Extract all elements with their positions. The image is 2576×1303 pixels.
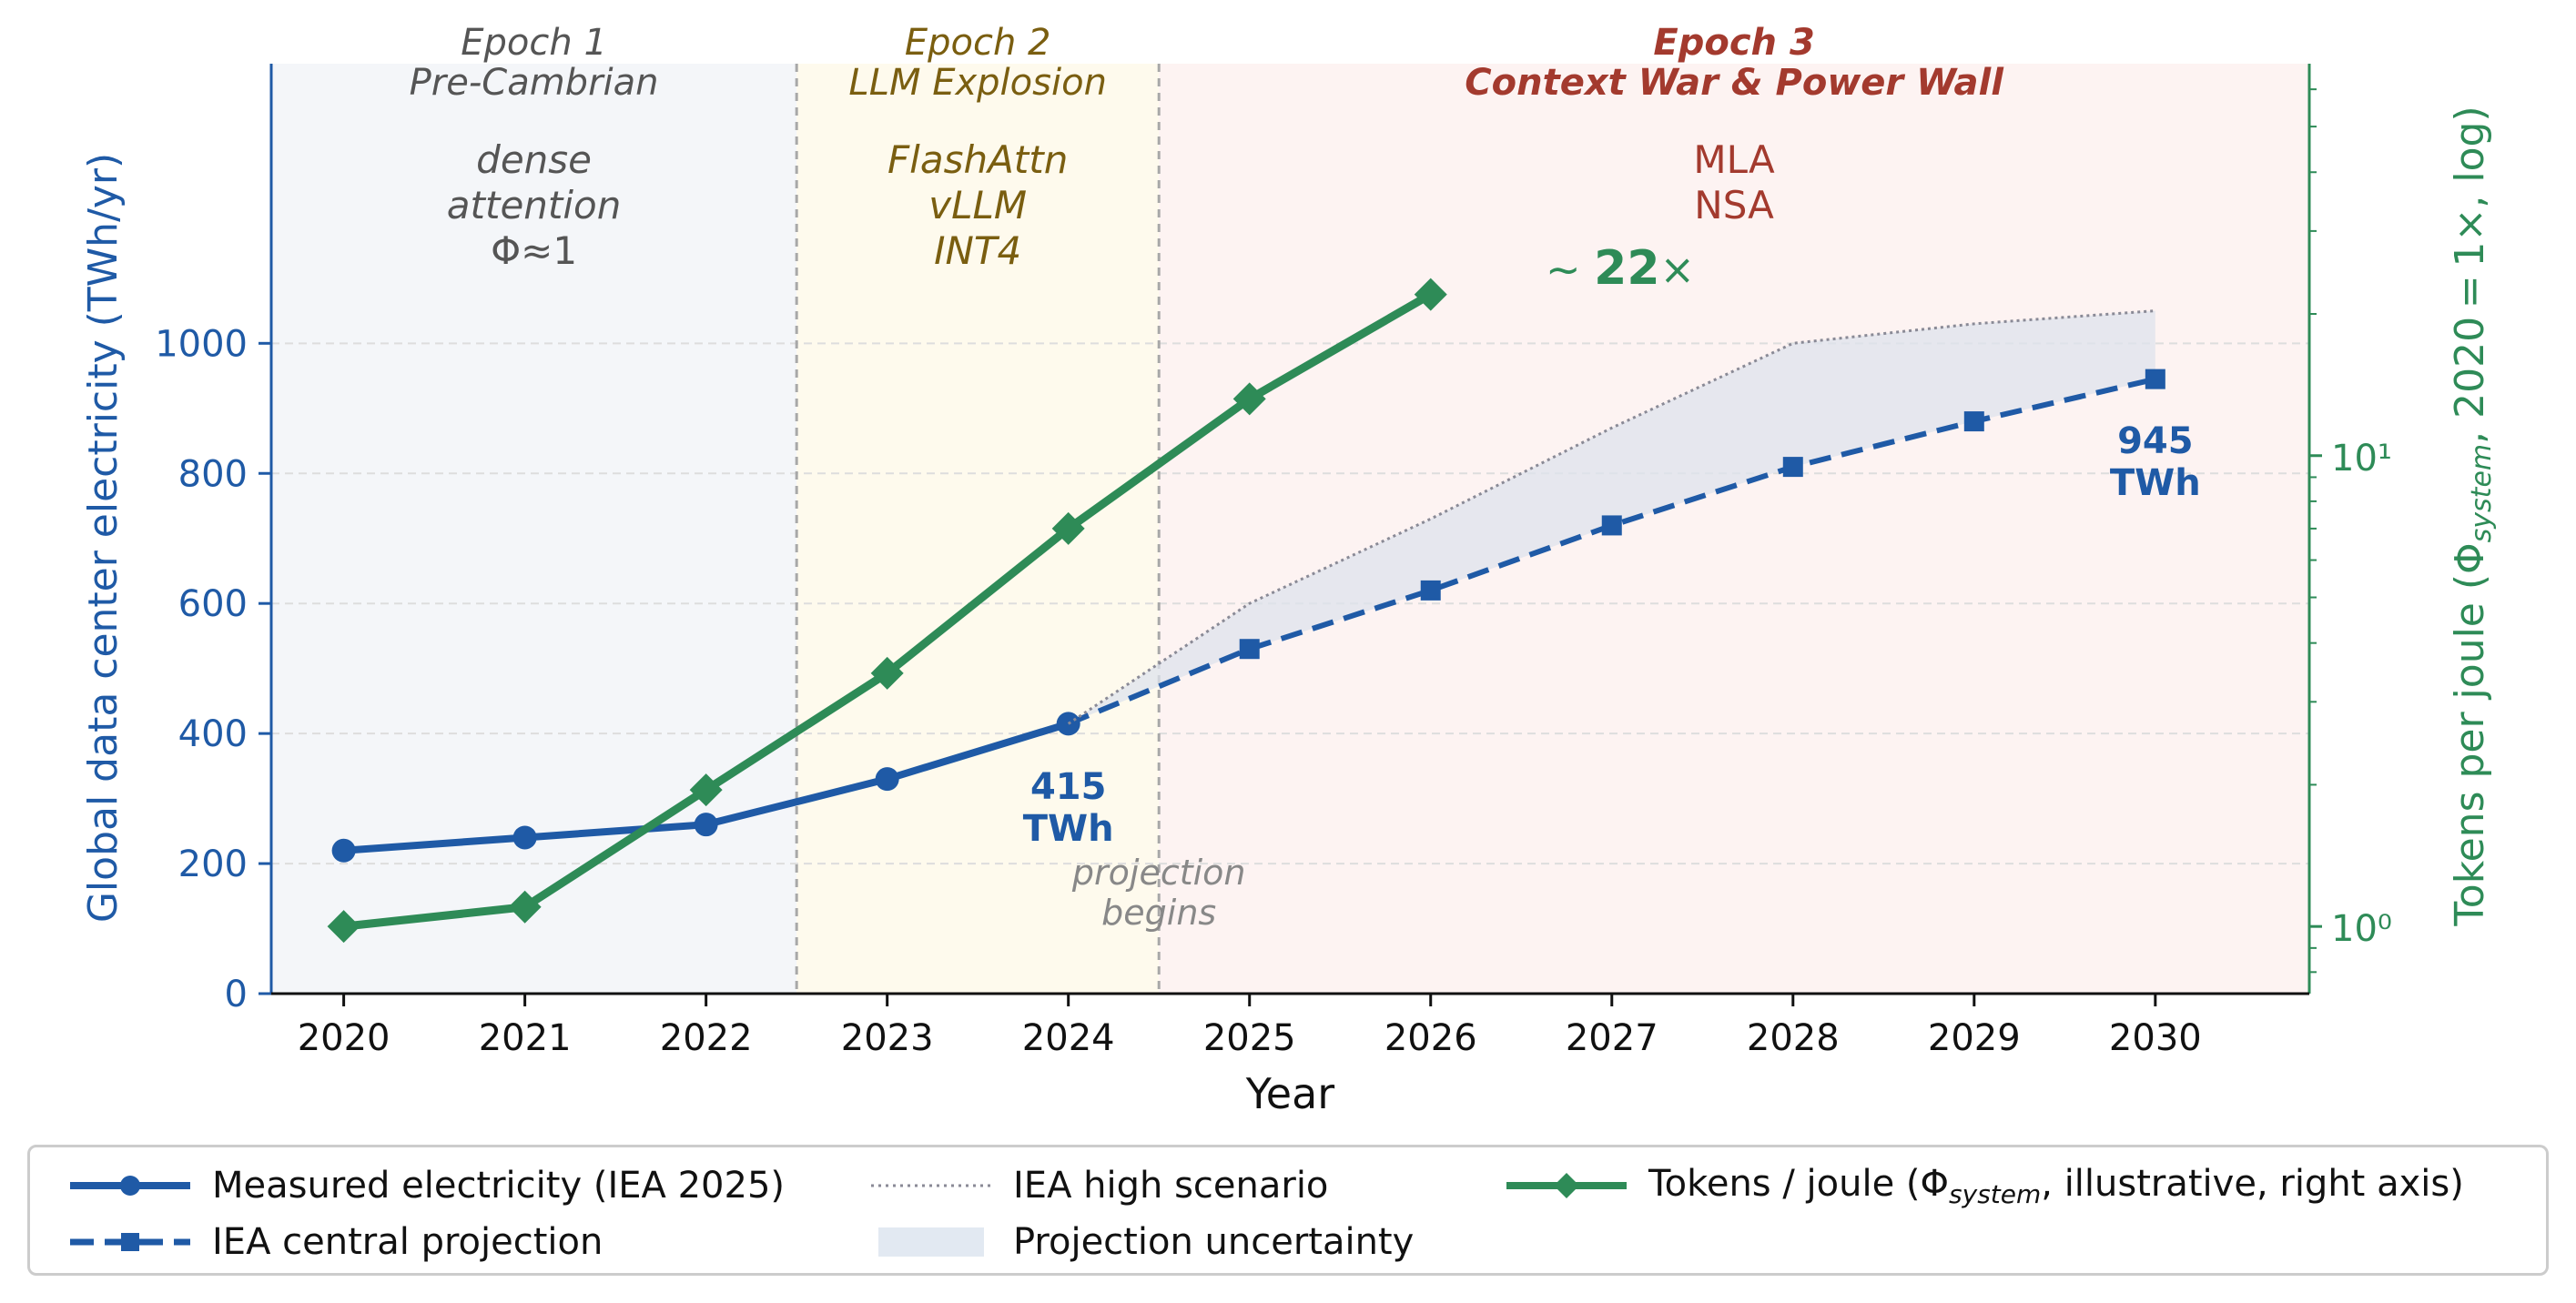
epoch-2-title: Epoch 2: [905, 22, 1051, 64]
legend-label: IEA central projection: [212, 1221, 603, 1263]
y-tick-label: 0: [225, 974, 248, 1015]
projection-point: [1239, 639, 1260, 660]
legend-label: IEA high scenario: [1013, 1165, 1329, 1207]
epoch-3-title: Context War & Power Wall: [1465, 62, 2004, 104]
y-tick-label: 1000: [155, 323, 248, 365]
legend-label: Projection uncertainty: [1013, 1221, 1415, 1263]
y2-tick-label: 10⁰: [2331, 908, 2392, 950]
tokens-point: [327, 910, 360, 944]
y-tick-label: 800: [178, 453, 248, 495]
x-tick-label: 2025: [1203, 1017, 1296, 1059]
legend: Measured electricity (IEA 2025) IEA cent…: [27, 1145, 2549, 1276]
epoch-1-technique: attention: [447, 183, 622, 227]
y2-axis-title-subscript: system: [2466, 444, 2498, 542]
epoch-2-technique: vLLM: [928, 183, 1027, 227]
end-value-label: 945: [2117, 420, 2194, 462]
multiplier-part: 22: [1594, 241, 1659, 296]
multiplier-label: ~ 22×: [1546, 241, 1695, 296]
epoch-2-band: [796, 64, 1160, 994]
legend-band-icon: [878, 1227, 984, 1257]
x-tick-label: 2030: [2109, 1017, 2202, 1059]
x-tick-label: 2026: [1384, 1017, 1477, 1059]
epoch-2-technique: FlashAttn: [887, 137, 1068, 182]
epoch-1-title: Epoch 1: [461, 22, 607, 64]
epoch-1-technique: dense: [476, 137, 592, 182]
epoch-2-title: LLM Explosion: [848, 62, 1107, 104]
y-tick-label: 400: [178, 713, 248, 755]
x-axis-title: Year: [1245, 1069, 1334, 1118]
projection-point: [1963, 411, 1984, 432]
tokens-point: [1414, 278, 1447, 311]
legend-item-central: IEA central projection: [66, 1215, 603, 1269]
y-axis-title: Global data center electricity (TWh/yr): [80, 153, 127, 923]
high-scenario-line: [1067, 309, 2155, 725]
y2-axis-title: Tokens per joule (Φsystem, 2020 = 1×, lo…: [2447, 106, 2498, 926]
legend-item-high: IEA high scenario: [867, 1158, 1328, 1213]
projection-point: [1782, 457, 1803, 478]
start-value-label: TWh: [1023, 808, 1114, 850]
epoch-1-title: Pre-Cambrian: [410, 62, 659, 104]
y2-axis-title-part: Tokens per joule (Φ: [2447, 542, 2493, 926]
x-tick-label: 2028: [1747, 1017, 1840, 1059]
projection-point: [1420, 580, 1441, 601]
tokens-point: [508, 890, 542, 924]
multiplier-part: ~: [1546, 245, 1594, 294]
legend-line-solid-icon: [70, 1176, 190, 1196]
legend-label: Tokens / joule (Φsystem, illustrative, r…: [1648, 1162, 2464, 1209]
x-tick-label: 2021: [479, 1017, 572, 1059]
tokens-point: [1051, 511, 1085, 545]
legend-item-uncertainty: Projection uncertainty: [867, 1215, 1414, 1269]
tokens-point: [689, 773, 723, 807]
epoch-3-technique: MLA: [1693, 137, 1775, 182]
projection-begins-label: begins: [1101, 893, 1216, 933]
epoch-1-technique: Φ≈1: [491, 228, 577, 273]
x-tick-label: 2023: [841, 1017, 934, 1059]
epoch-3-title: Epoch 3: [1653, 22, 1814, 64]
epoch-3-technique: NSA: [1694, 183, 1774, 227]
legend-item-tokens: Tokens / joule (Φsystem, illustrative, r…: [1503, 1158, 2464, 1213]
projection-point: [1601, 515, 1622, 536]
tokens-point: [1232, 382, 1266, 416]
epoch-2-technique: INT4: [934, 228, 1021, 273]
legend-item-measured: Measured electricity (IEA 2025): [66, 1158, 785, 1213]
legend-line-dashed-icon: [70, 1233, 190, 1251]
x-tick-label: 2022: [660, 1017, 753, 1059]
legend-line-dotted-icon: [871, 1184, 991, 1187]
x-tick-label: 2020: [298, 1017, 390, 1059]
multiplier-part: ×: [1660, 245, 1696, 294]
electricity-point: [694, 813, 718, 837]
end-value-label: TWh: [2110, 462, 2201, 504]
y2-tick-label: 10¹: [2331, 438, 2392, 480]
x-tick-label: 2027: [1566, 1017, 1658, 1059]
legend-line-diamond-icon: [1506, 1173, 1627, 1198]
start-value-label: 415: [1030, 766, 1107, 808]
tokens-point: [870, 656, 904, 690]
projection-point: [2145, 369, 2165, 389]
x-tick-label: 2024: [1022, 1017, 1115, 1059]
x-tick-label: 2029: [1928, 1017, 2021, 1059]
y-tick-label: 600: [178, 583, 248, 625]
y-tick-label: 200: [178, 843, 248, 885]
projection-begins-label: projection: [1071, 853, 1246, 893]
electricity-point: [331, 838, 356, 863]
electricity-point: [875, 767, 899, 792]
epoch-3-band: [1159, 64, 2309, 994]
electricity-point: [512, 825, 537, 850]
y2-axis-title-part: , 2020 = 1×, log): [2447, 106, 2493, 443]
legend-label: Measured electricity (IEA 2025): [212, 1165, 786, 1207]
